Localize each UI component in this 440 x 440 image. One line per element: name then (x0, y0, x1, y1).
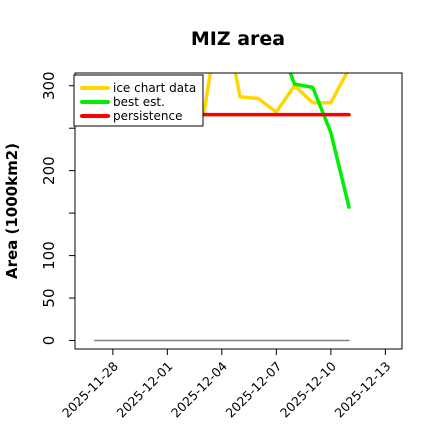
legend-label-persistence: persistence (113, 109, 182, 123)
series-line-best-est (288, 73, 351, 209)
y-tick-label: 0 (40, 336, 58, 346)
x-tick-label: 2025-12-04 (168, 358, 230, 420)
plot-frame (74, 72, 403, 350)
series-line-ice-chart-data (165, 73, 349, 119)
x-tick-label: 2025-11-28 (59, 358, 121, 420)
legend-label-best-est: best est. (113, 95, 165, 109)
y-tick-label: 100 (40, 241, 58, 270)
x-axis: 2025-11-282025-12-012025-12-042025-12-07… (59, 349, 393, 420)
y-tick-label: 300 (40, 71, 58, 100)
legend-label-ice-chart-data: ice chart data (113, 81, 196, 95)
x-tick-label: 2025-12-13 (331, 359, 393, 421)
y-axis: 0 50 100 200 300 (40, 71, 75, 345)
y-axis-label: Area (1000km2) (3, 143, 21, 279)
series-layer (93, 73, 351, 342)
chart-title: MIZ area (191, 28, 285, 50)
y-tick-label: 50 (40, 288, 58, 307)
x-tick-label: 2025-12-07 (222, 359, 284, 421)
x-tick-label: 2025-12-10 (277, 358, 339, 420)
x-tick-label: 2025-12-01 (113, 359, 175, 421)
y-tick-label: 200 (40, 156, 58, 185)
